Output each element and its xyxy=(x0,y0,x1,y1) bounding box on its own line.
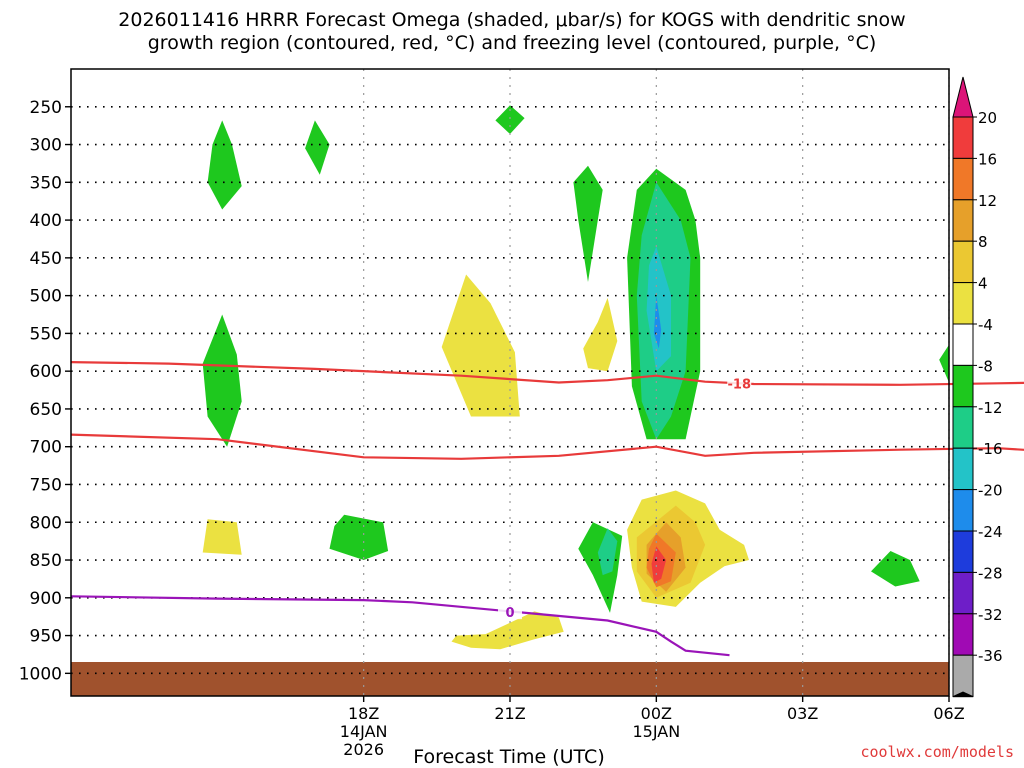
colorbar-label: -4 xyxy=(978,316,993,334)
x-tick-label: 06Z xyxy=(933,704,964,723)
omega-region-5 xyxy=(202,314,242,447)
x-tick-year: 2026 xyxy=(343,740,384,759)
x-tick-label: 00Z xyxy=(641,704,672,723)
y-tick-label: 850 xyxy=(30,551,62,571)
y-tick-label: 550 xyxy=(30,324,62,344)
omega-region-16 xyxy=(202,519,242,555)
contour-label-bg xyxy=(727,376,752,391)
x-axis-label: Forecast Time (UTC) xyxy=(413,746,604,768)
y-tick-label: 500 xyxy=(30,287,62,307)
colorbar-swatch xyxy=(952,530,974,573)
colorbar-label: 20 xyxy=(978,109,997,127)
y-tick-label: 250 xyxy=(30,98,62,118)
contour-label: -18 xyxy=(728,377,752,392)
omega-region-2 xyxy=(495,105,525,134)
omega-region-0 xyxy=(207,120,242,210)
colorbar-swatch xyxy=(952,489,974,532)
colorbar-swatch xyxy=(952,406,974,449)
colorbar-label: -32 xyxy=(978,606,1003,624)
y-tick-label: 400 xyxy=(30,211,62,231)
colorbar-label: -24 xyxy=(978,523,1003,541)
x-tick-label: 03Z xyxy=(787,704,818,723)
colorbar-label: -12 xyxy=(978,399,1003,417)
omega-region-6 xyxy=(329,514,389,560)
omega-region-1 xyxy=(305,120,330,175)
omega-region-7 xyxy=(578,522,623,613)
credit-link[interactable]: coolwx.com/models xyxy=(860,743,1014,761)
chart-title-line2: growth region (contoured, red, °C) and f… xyxy=(148,32,877,54)
omega-shading-layer xyxy=(202,105,949,650)
y-tick-label: 450 xyxy=(30,249,62,269)
colorbar-swatch xyxy=(952,364,974,408)
x-tick-date: 14JAN xyxy=(340,722,388,741)
contour-line--12 xyxy=(70,433,1024,460)
colorbar-top-arrow xyxy=(952,76,974,118)
omega-region-24 xyxy=(651,546,667,583)
colorbar-swatch xyxy=(952,613,974,656)
x-tick-label: 21Z xyxy=(494,704,525,723)
colorbar-label: 8 xyxy=(978,233,988,251)
y-tick-label: 1000 xyxy=(19,664,62,684)
colorbar-label: -20 xyxy=(978,482,1003,500)
y-tick-label: 300 xyxy=(30,136,62,156)
omega-region-19 xyxy=(451,611,564,650)
contour-line-0 xyxy=(70,595,730,657)
chart-title-line1: 2026011416 HRRR Forecast Omega (shaded, … xyxy=(118,9,905,31)
x-tick-date: 15JAN xyxy=(632,722,680,741)
colorbar-swatch xyxy=(952,240,974,284)
ground-fill xyxy=(71,662,949,696)
contour-layer: -18 -12 0 xyxy=(70,361,1024,657)
y-tick-label: 800 xyxy=(30,513,62,533)
omega-region-18 xyxy=(583,297,618,372)
contour-label: 0 xyxy=(505,606,514,621)
colorbar-label: -36 xyxy=(978,647,1003,665)
omega-region-17 xyxy=(441,274,520,417)
colorbar-swatch xyxy=(952,654,974,698)
x-axis: 18Z14JAN202621Z00Z15JAN03Z06Z09Z xyxy=(340,696,965,759)
omega-region-8 xyxy=(871,551,920,587)
omega-region-9 xyxy=(939,344,949,383)
contour-label-bg xyxy=(498,605,522,620)
omega-region-12 xyxy=(597,528,618,576)
ground-layer xyxy=(71,662,949,696)
y-axis: 250 300 350 400 450 500 550 600 650 700 750 800 850 9… xyxy=(19,98,71,684)
x-tick-label: 18Z xyxy=(348,704,379,723)
colorbar-swatch xyxy=(952,282,974,325)
colorbar-label: 4 xyxy=(978,275,988,293)
y-tick-label: 600 xyxy=(30,362,62,382)
colorbar-swatch xyxy=(952,323,974,366)
colorbar-swatch xyxy=(952,571,974,615)
y-tick-label: 750 xyxy=(30,475,62,495)
colorbar-swatch xyxy=(952,199,974,242)
y-tick-label: 950 xyxy=(30,627,62,647)
contour-line--18 xyxy=(70,361,1024,386)
y-tick-label: 700 xyxy=(30,438,62,458)
omega-region-3 xyxy=(573,165,603,282)
colorbar-swatch xyxy=(952,116,974,159)
omega-region-15 xyxy=(653,295,662,349)
omega-region-14 xyxy=(646,246,671,372)
colorbar-label: -28 xyxy=(978,564,1003,582)
colorbar-label: 12 xyxy=(978,192,997,210)
colorbar-swatch xyxy=(952,157,974,201)
colorbar-bottom-arrow xyxy=(952,691,974,698)
y-tick-label: 650 xyxy=(30,400,62,420)
colorbar-label: -16 xyxy=(978,440,1003,458)
colorbar: 20 16 12 8 4 -4 -8 -12 -16 -20 -24 -28 -32 -36 xyxy=(952,76,1003,698)
y-tick-label: 900 xyxy=(30,589,62,609)
colorbar-label: 16 xyxy=(978,150,997,168)
colorbar-label: -8 xyxy=(978,357,993,375)
colorbar-swatch xyxy=(952,447,974,491)
y-tick-label: 350 xyxy=(30,173,62,193)
